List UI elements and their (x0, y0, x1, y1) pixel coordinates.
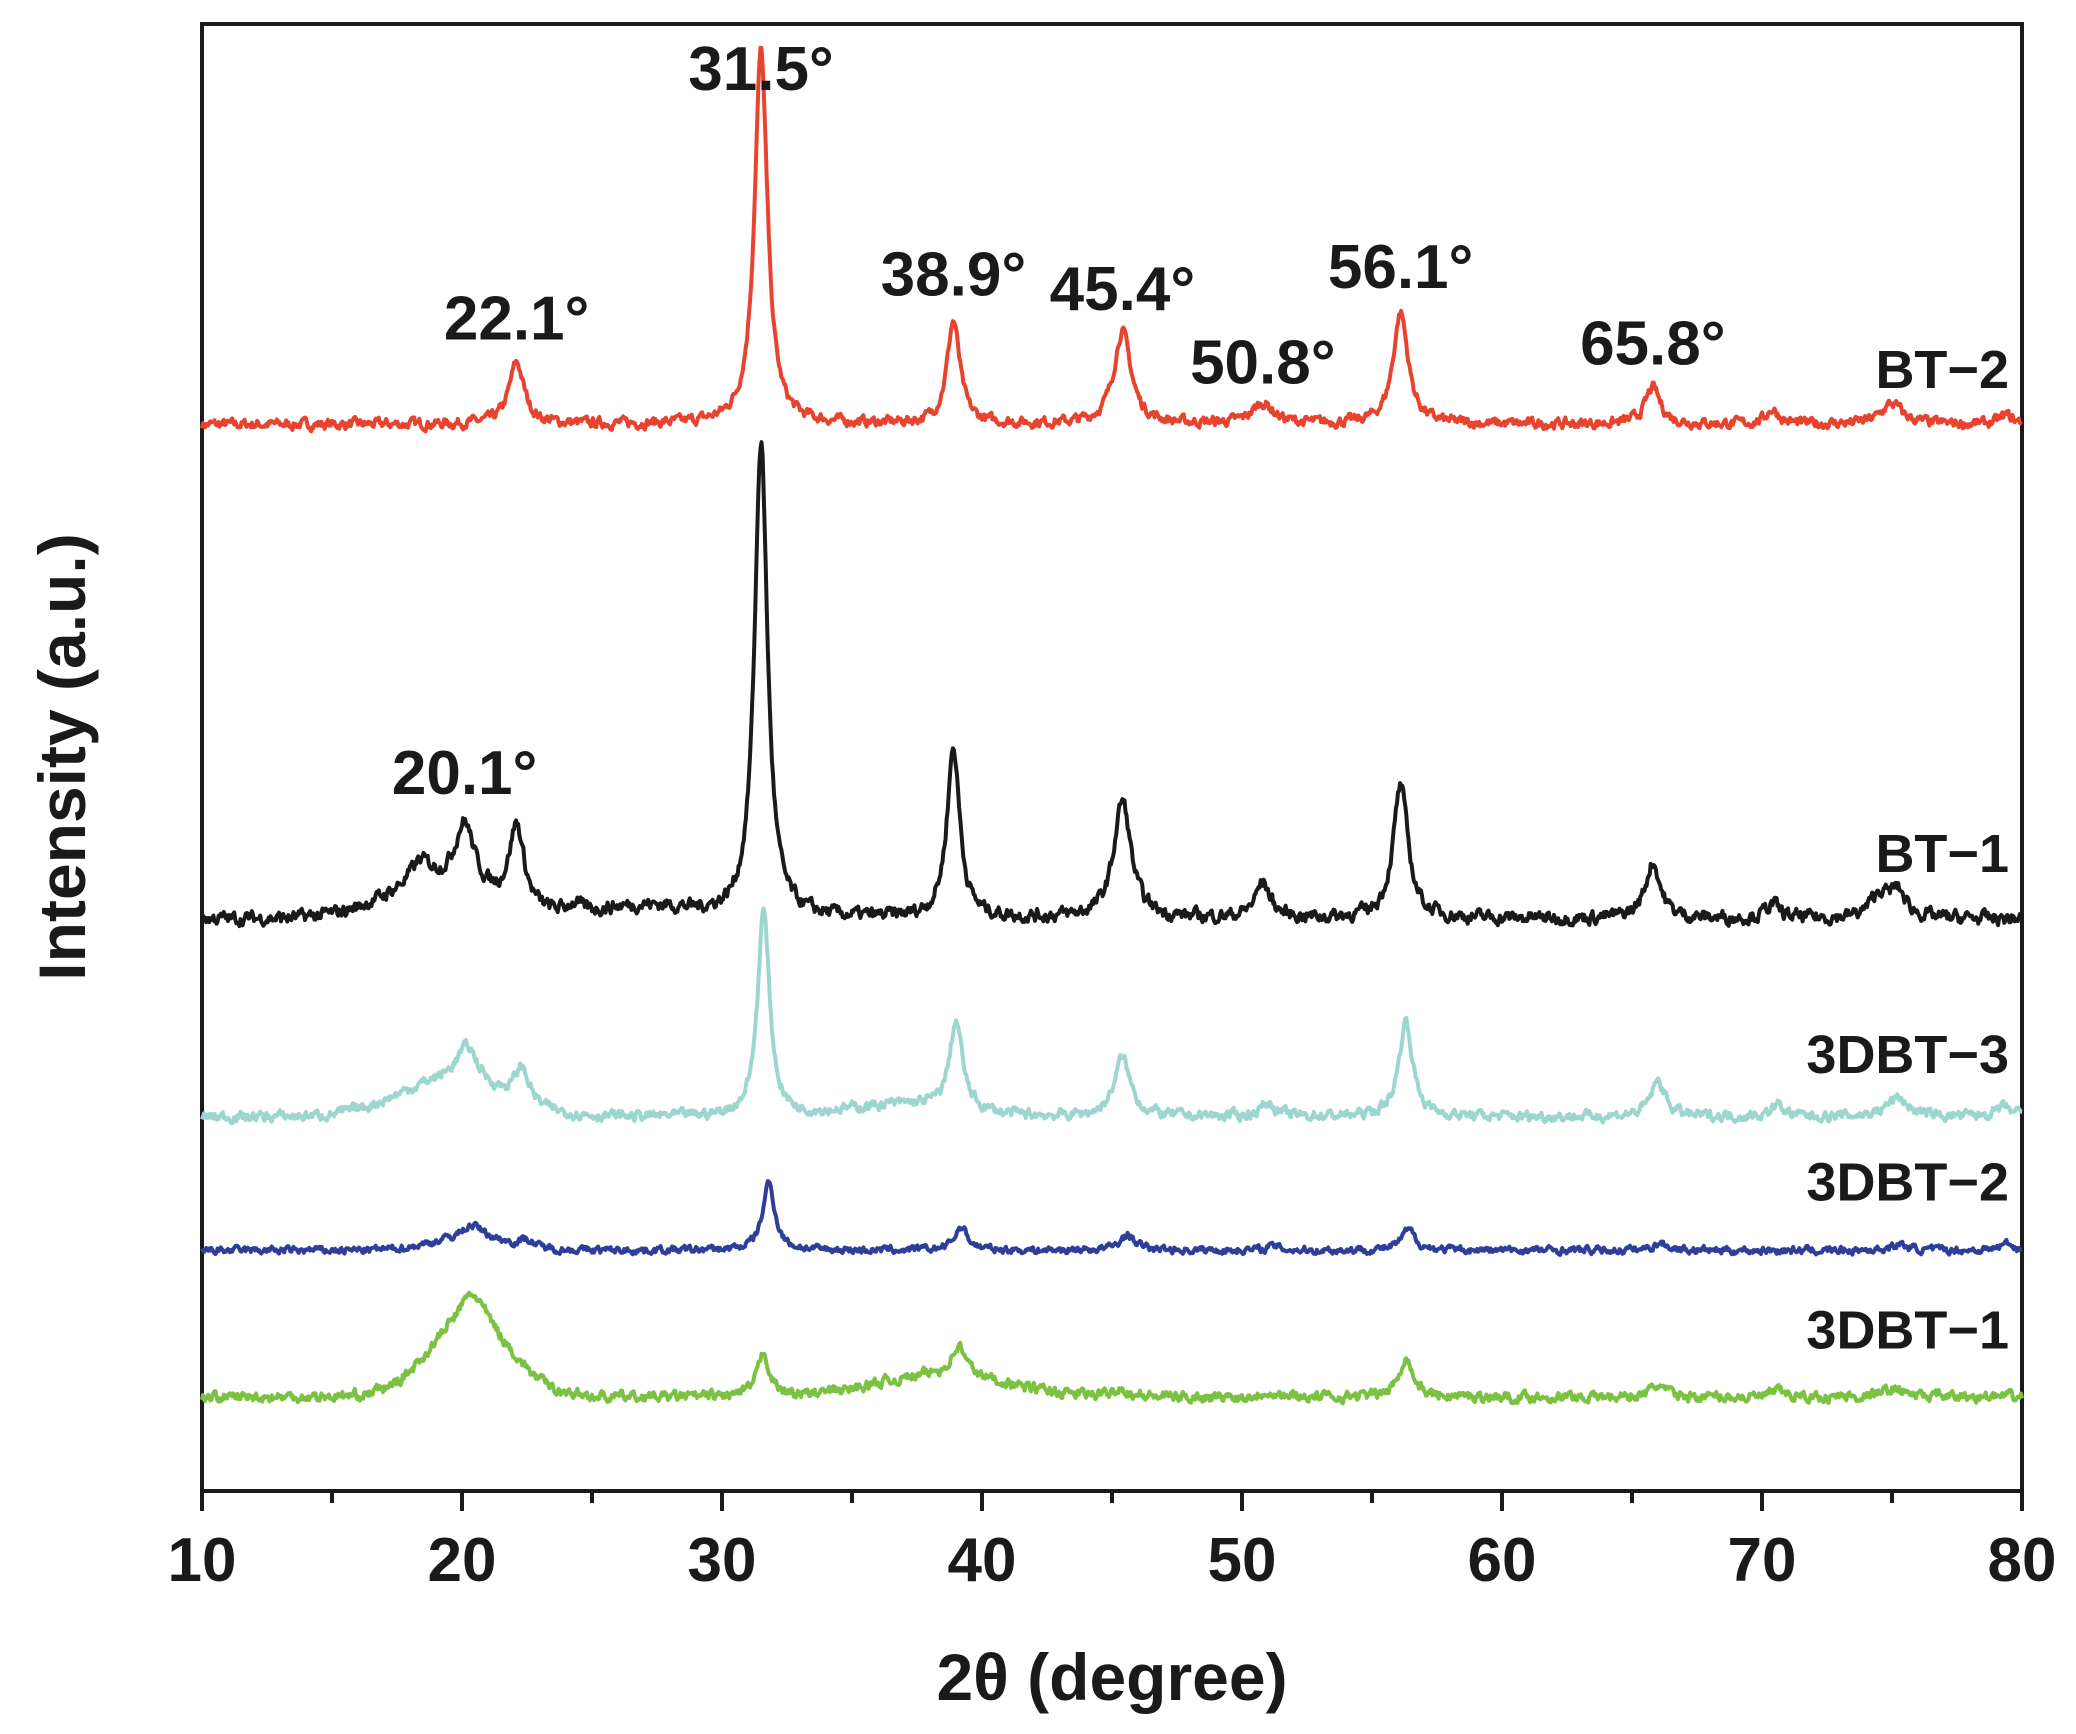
peak-label: 45.4° (1050, 255, 1195, 324)
peak-annotations: 31.5° 22.1° 38.9° 45.4°50.8° 56.1° 65.8° 20.1° (392, 35, 1726, 808)
series-label: 3DBT−1 (1806, 1301, 2009, 1361)
x-tick-label: 60 (1468, 1526, 1537, 1595)
x-tick-label: 30 (688, 1526, 757, 1595)
series-label: BT−2 (1875, 340, 2009, 400)
peak-label: 22.1° (444, 284, 589, 353)
series-label: 3DBT−2 (1806, 1153, 2009, 1213)
x-tick-label: 40 (948, 1526, 1017, 1595)
peak-label: 65.8° (1580, 309, 1725, 378)
peak-label: 50.8° (1190, 328, 1335, 397)
series-line (200, 1290, 2024, 1406)
x-axis: 10 20 30 40 50 60 70 80 (168, 1491, 2057, 1595)
x-tick-label: 20 (428, 1526, 497, 1595)
x-tick-label: 70 (1728, 1526, 1797, 1595)
x-tick-label: 80 (1988, 1526, 2057, 1595)
series-group (200, 45, 2024, 1406)
peak-label: 31.5° (688, 35, 833, 104)
peak-label: 20.1° (392, 739, 537, 808)
series-label: BT−1 (1875, 824, 2009, 884)
series-line (200, 440, 2024, 929)
series-line (200, 906, 2023, 1126)
x-tick-label: 10 (168, 1526, 237, 1595)
x-axis-title: 2θ (degree) (936, 1640, 1287, 1714)
y-axis-title: Intensity (a.u.) (25, 533, 99, 980)
peak-label: 38.9° (881, 240, 1026, 309)
series-label: 3DBT−3 (1806, 1025, 2009, 1085)
series-line (200, 45, 2023, 434)
peak-label: 56.1° (1328, 233, 1473, 302)
x-tick-label: 50 (1208, 1526, 1277, 1595)
series-line (200, 1179, 2023, 1257)
series-labels: BT−2 BT−1 3DBT−3 3DBT−2 3DBT−1 (1806, 340, 2009, 1361)
